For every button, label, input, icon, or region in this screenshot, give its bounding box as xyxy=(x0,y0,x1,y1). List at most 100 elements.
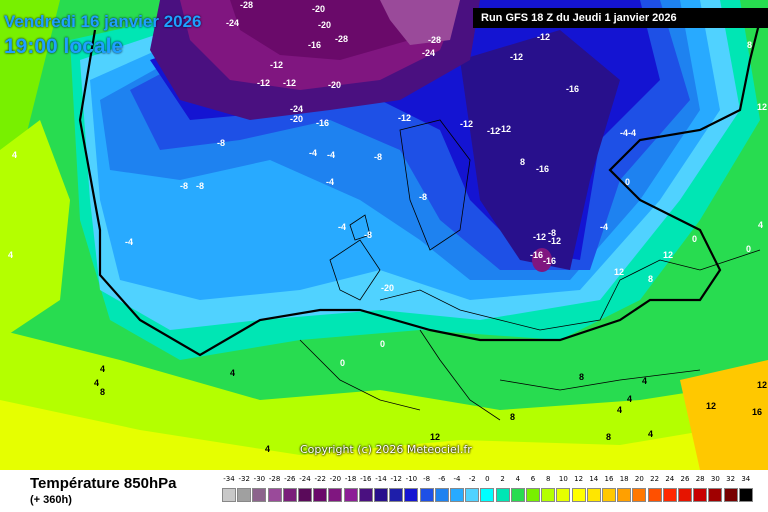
isotherm-value-label: -12 xyxy=(270,60,283,70)
isotherm-value-label: 0 xyxy=(340,358,345,368)
isotherm-value-label: 4 xyxy=(648,429,653,439)
temperature-map: -28 -20-24 -20-16-28 -12-28-24-12-12 -12 -20-… xyxy=(0,0,768,470)
isotherm-value-label: 4 xyxy=(758,220,763,230)
isotherm-value-label: 0 xyxy=(380,339,385,349)
legend-bar: Température 850hPa (+ 360h) -34 -32 -30 -28… xyxy=(0,470,768,512)
legend-tick-label: 24 xyxy=(665,475,675,483)
isotherm-value-label: -4 xyxy=(125,237,133,247)
legend-swatch xyxy=(237,488,252,502)
isotherm-value-label: 4 xyxy=(94,378,99,388)
legend-swatch xyxy=(526,488,540,502)
isotherm-value-label: -4 xyxy=(309,148,317,158)
isotherm-value-label: -4 xyxy=(327,150,335,160)
legend-swatch xyxy=(602,488,616,502)
isotherm-value-label: -28 xyxy=(240,0,253,10)
isotherm-value-label: -4 xyxy=(600,222,608,232)
legend-swatch xyxy=(738,488,753,502)
isotherm-value-label: -24 xyxy=(422,48,435,58)
isotherm-value-label: 16 xyxy=(752,407,762,417)
isotherm-value-label: -8 xyxy=(196,181,204,191)
isotherm-value-label: -8 xyxy=(419,192,427,202)
legend-swatch xyxy=(465,488,480,502)
isotherm-value-label: 4 xyxy=(265,444,270,454)
legend-tick-label: -32 xyxy=(238,475,250,483)
legend-tick-label: 26 xyxy=(680,475,690,483)
isotherm-value-label: 4 xyxy=(100,364,105,374)
isotherm-value-label: 8 xyxy=(510,412,515,422)
legend-tick-label: -14 xyxy=(375,475,387,483)
isotherm-value-label: -12 xyxy=(548,236,561,246)
yellow-band xyxy=(0,330,768,470)
isotherm-value-label: -12 xyxy=(533,232,546,242)
isotherm-value-label: 4 xyxy=(12,150,17,160)
coastline-scandinavia xyxy=(399,119,471,251)
legend-swatch xyxy=(404,488,419,502)
isotherm-value-label: -8 xyxy=(374,152,382,162)
legend-tick-label: -22 xyxy=(314,475,326,483)
isotherm-value-label: -4-4 xyxy=(620,128,636,138)
isotherm-value-label: -16 xyxy=(543,256,556,266)
legend-tick-label: 12 xyxy=(574,475,584,483)
forecast-date: Vendredi 16 janvier 2026 xyxy=(4,12,202,31)
isotherm-value-label: 12 xyxy=(614,267,624,277)
legend-tick-label: -34 xyxy=(223,475,235,483)
legend-tick-label: -12 xyxy=(390,475,402,483)
legend-tick-label: 30 xyxy=(710,475,720,483)
isotherm-value-label: 4 xyxy=(617,405,622,415)
legend-tick-label: 14 xyxy=(589,475,599,483)
isotherm-value-label: -12 xyxy=(510,52,523,62)
run-info-banner: Run GFS 18 Z du Jeudi 1 janvier 2026 xyxy=(473,8,768,28)
isotherm-value-label: 8 xyxy=(100,387,105,397)
isotherm-value-label: -8 xyxy=(548,228,556,238)
legend-swatch xyxy=(480,488,495,502)
legend-tick-label: 8 xyxy=(545,475,551,483)
isotherm-value-label: -8 xyxy=(180,181,188,191)
legend-tick-label: 28 xyxy=(695,475,705,483)
legend-tick-label: -2 xyxy=(468,475,476,483)
isotherm-value-label: -12 xyxy=(283,78,296,88)
isotherm-value-label: -28 xyxy=(335,34,348,44)
isotherm-value-label: -24 xyxy=(226,18,239,28)
legend-swatch xyxy=(495,488,510,502)
isotherm-value-label: 12 xyxy=(430,432,440,442)
legend-swatch xyxy=(723,488,738,502)
legend-tick-label: 2 xyxy=(500,475,505,483)
variable-title: Température 850hPa xyxy=(30,475,177,492)
legend-tick-label: 22 xyxy=(650,475,660,483)
legend-swatch xyxy=(571,488,586,502)
cold-pocket xyxy=(532,248,552,272)
legend-swatch xyxy=(510,488,525,502)
isotherm-value-label: -28 xyxy=(428,35,441,45)
legend-tick-label: -26 xyxy=(284,475,296,483)
legend-tick-label: 4 xyxy=(515,475,521,483)
isotherm-value-label: -20 xyxy=(328,80,341,90)
isotherm-value-label: 0 xyxy=(625,177,630,187)
isotherm-value-label: -24 xyxy=(290,104,303,114)
isotherm-value-label: 8 xyxy=(606,432,611,442)
coastline-uk xyxy=(329,214,381,301)
isotherm-value-label: 12 xyxy=(706,401,716,411)
legend-swatch xyxy=(222,488,236,502)
legend-swatch xyxy=(298,488,312,502)
isotherm-value-label: -16 xyxy=(316,118,329,128)
legend-swatch xyxy=(434,488,449,502)
isotherm-value-label: -16 xyxy=(566,84,579,94)
forecast-time: 19:00 locale xyxy=(4,35,124,58)
legend-tick-label: -28 xyxy=(268,475,281,483)
legend-swatch xyxy=(632,488,647,502)
copyright-notice: Copyright (c) 2026 Meteociel.fr xyxy=(300,443,472,456)
legend-swatch xyxy=(358,488,373,502)
isotherm-value-label: -8 xyxy=(364,230,372,240)
legend-swatch xyxy=(389,488,404,502)
legend-swatch xyxy=(556,488,571,502)
isotherm-value-label: 8 xyxy=(520,157,525,167)
legend-swatch xyxy=(282,488,297,502)
isotherm-zero xyxy=(78,19,762,357)
legend-swatch xyxy=(313,488,328,502)
isotherm-value-label: -16 xyxy=(536,164,549,174)
isotherm-value-label: -8 xyxy=(217,138,225,148)
legend-tick-label: -24 xyxy=(299,475,311,483)
isotherm-value-label: 4 xyxy=(230,368,235,378)
west-yellow xyxy=(0,120,70,340)
